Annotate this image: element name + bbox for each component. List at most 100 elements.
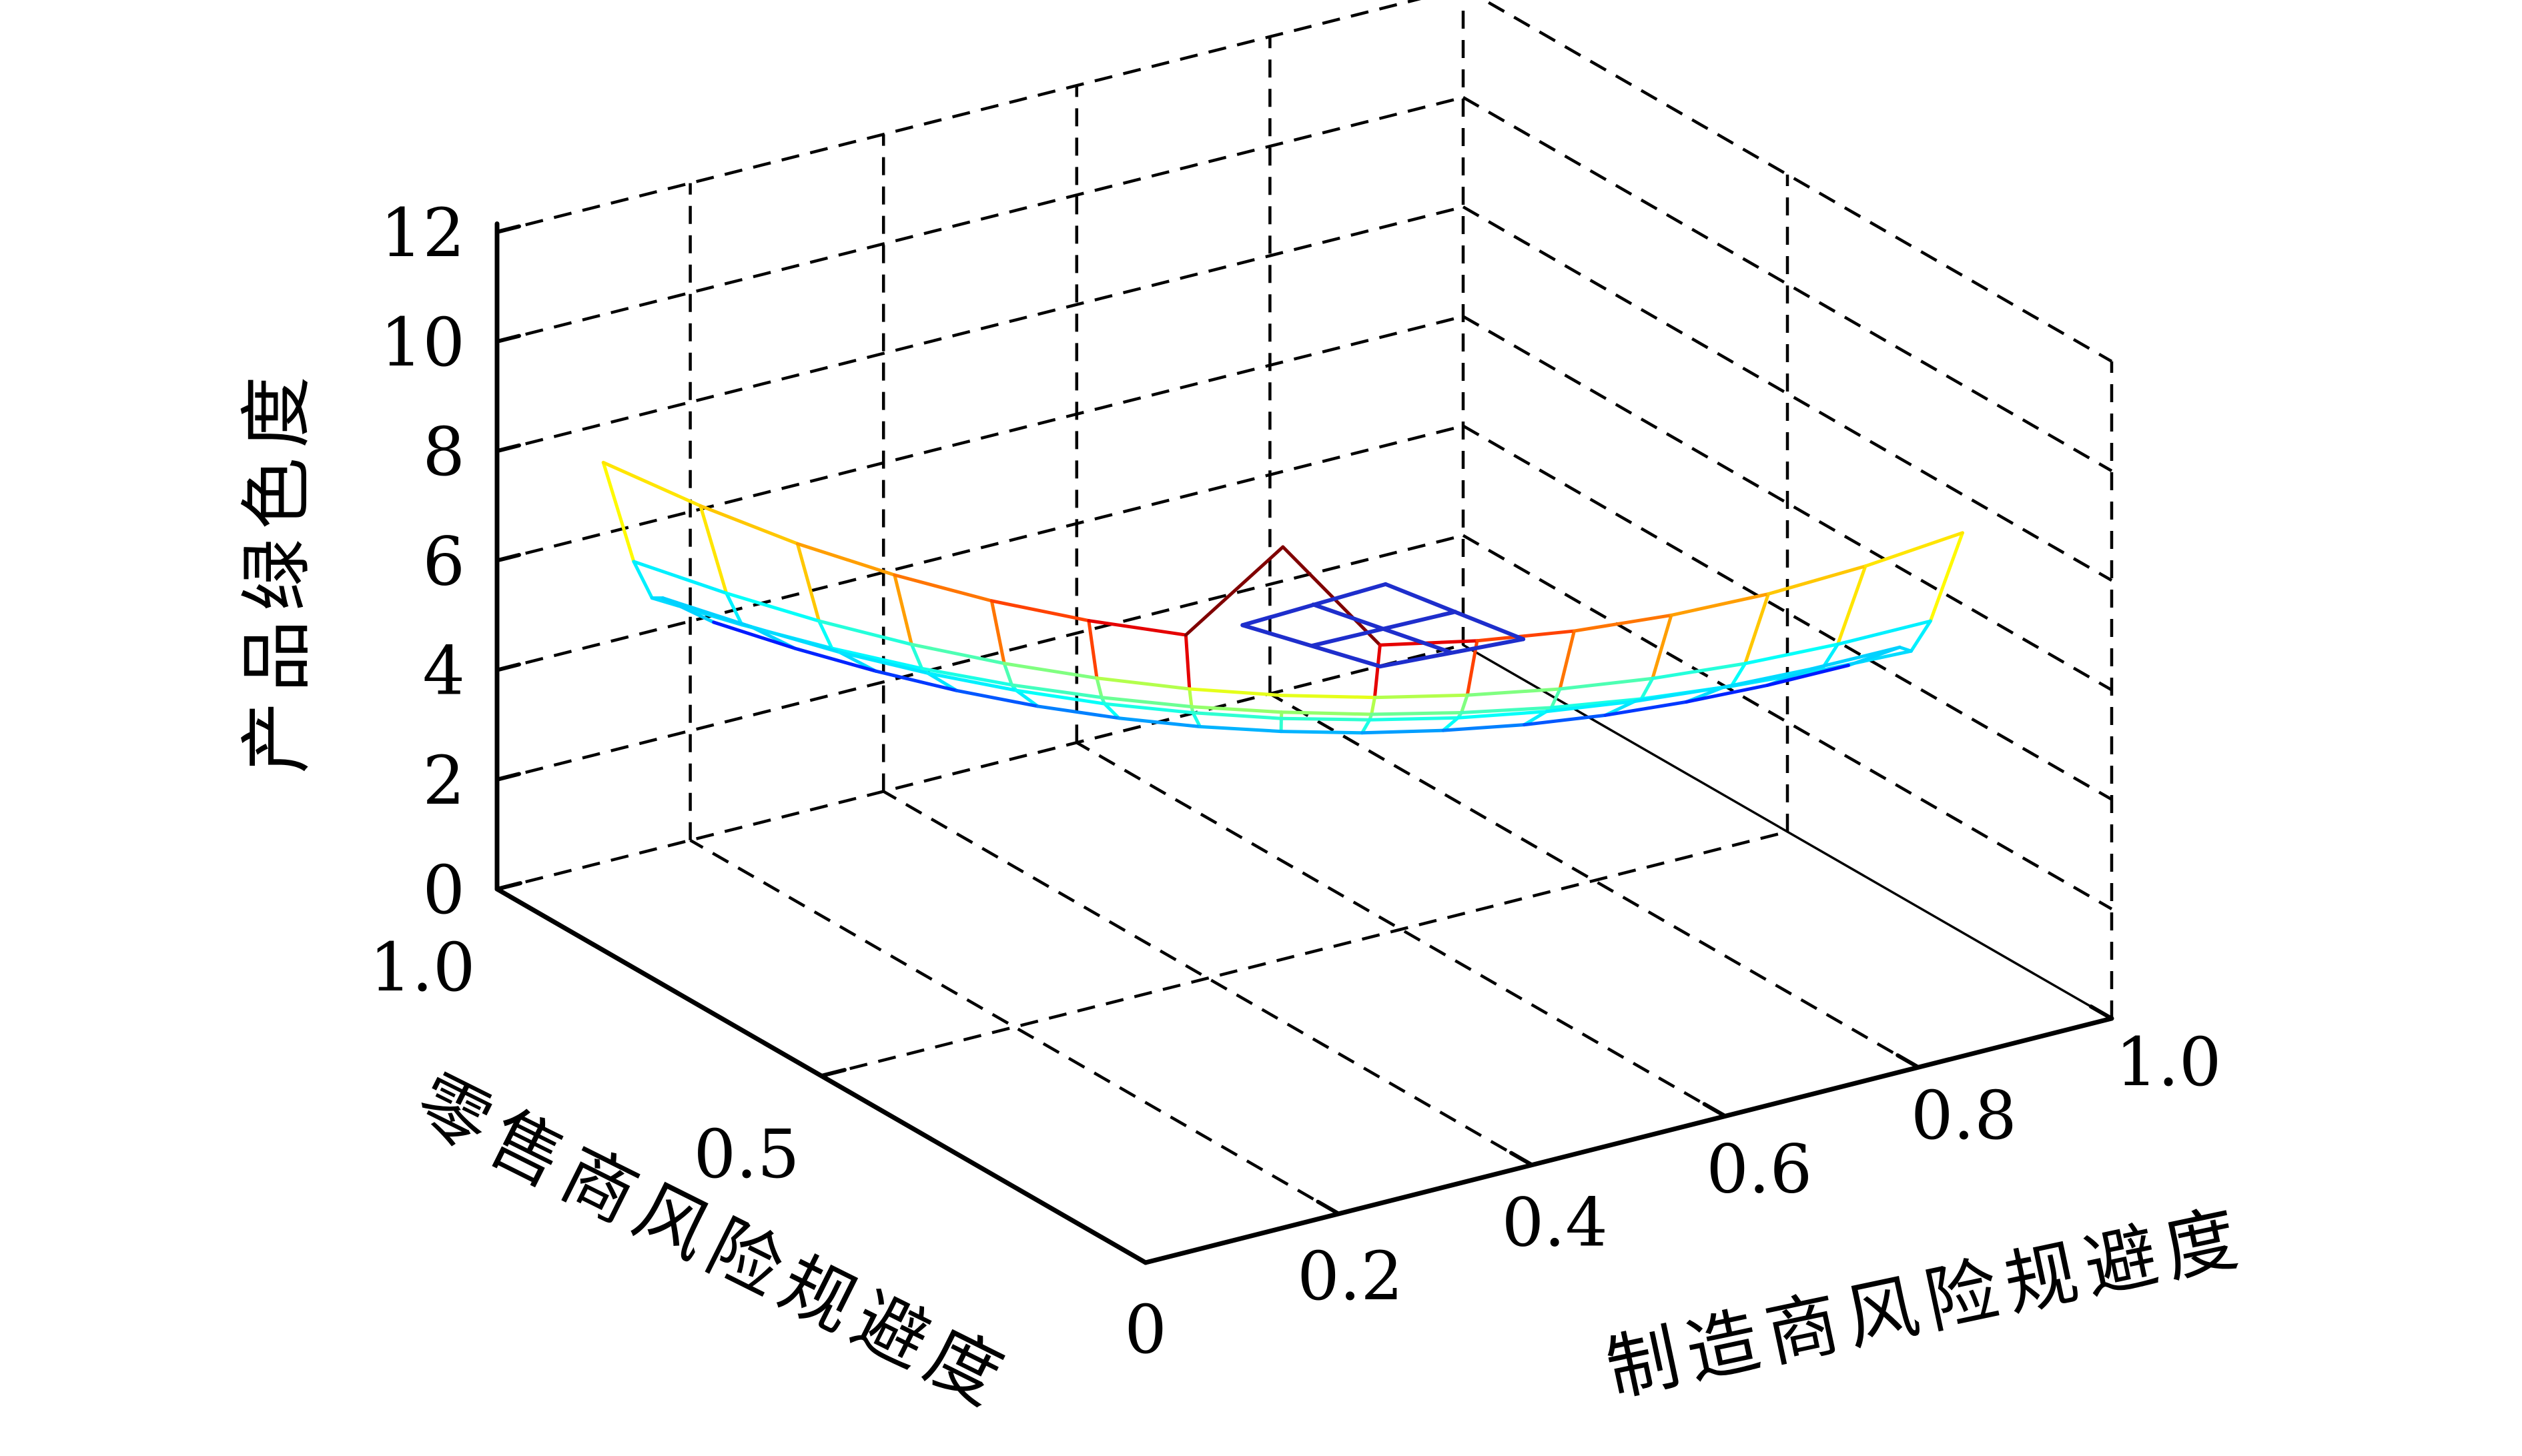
x-tick-mark xyxy=(1702,1102,1727,1119)
mesh-vertical xyxy=(989,599,1006,666)
mesh-row-segment xyxy=(1558,676,1655,691)
surface-mesh xyxy=(601,460,1964,735)
z-tick-label: 6 xyxy=(422,522,465,600)
y-tick-mark xyxy=(495,881,522,891)
mesh-row-segment xyxy=(1087,619,1188,637)
mesh-vertical xyxy=(1549,687,1562,710)
mesh-row-segment xyxy=(661,596,753,629)
z-tick-mark xyxy=(495,662,521,672)
x-tick-mark xyxy=(2088,1004,2114,1020)
mesh-row-segment xyxy=(1198,725,1283,734)
x-tick-label: 1.0 xyxy=(2115,1023,2221,1101)
z-tick-mark xyxy=(495,224,521,234)
mesh-row-segment xyxy=(1809,645,1902,671)
wall-grid-z-line xyxy=(496,315,1464,562)
y-tick-mark xyxy=(819,1068,847,1078)
x-tick-label: 0.6 xyxy=(1706,1130,1812,1208)
mesh-row-segment xyxy=(1095,676,1192,691)
floor-grid-x-line xyxy=(1076,741,1726,1118)
mesh-row-segment xyxy=(1475,629,1576,643)
mesh-vertical xyxy=(1459,693,1469,714)
mesh-row-segment xyxy=(817,619,913,646)
render-root: 0 2 4 6 8 10 12 0 0.2 0.4 0.6 0.8 1.0 0.5 1.0 xyxy=(369,0,2222,1369)
mesh-row-segment xyxy=(1188,687,1284,698)
mesh-vertical xyxy=(1370,696,1376,716)
z-tick-label: 10 xyxy=(380,303,465,382)
mesh-row-segment xyxy=(893,573,993,603)
mesh-vertical xyxy=(1441,716,1460,732)
mesh-row-segment xyxy=(1279,730,1364,735)
mesh-row-segment xyxy=(1014,688,1107,706)
mesh-row-segment xyxy=(1863,531,1964,568)
axes xyxy=(494,221,2114,1265)
mesh-row-segment xyxy=(1117,716,1202,729)
mesh-row-segment xyxy=(1721,667,1813,690)
mesh-vertical xyxy=(1191,711,1202,729)
mesh-vertical xyxy=(1729,662,1747,688)
mesh-vertical xyxy=(1095,676,1104,700)
x-tick-label: 0.8 xyxy=(1911,1076,2017,1155)
mesh-row-segment xyxy=(874,669,959,692)
mesh-row-segment xyxy=(1465,687,1562,697)
mesh-row-segment xyxy=(1368,716,1460,722)
box-grid-dashed xyxy=(496,0,2114,1215)
wall-grid-z-line xyxy=(1462,315,2113,692)
x-tick-label: 0.4 xyxy=(1502,1184,1608,1262)
z-tick-mark xyxy=(495,333,521,343)
z-tick-label: 0 xyxy=(422,851,465,929)
z-axis-title: 产品绿色度 xyxy=(236,367,319,774)
mesh-row-segment xyxy=(1184,545,1285,637)
mesh-vertical xyxy=(1909,619,1932,653)
floor-grid-x-line xyxy=(883,790,1533,1167)
mesh-row-segment xyxy=(1280,710,1374,716)
wall-grid-z-line xyxy=(1462,96,2113,472)
z-tick-mark xyxy=(495,772,521,782)
mesh-row-segment xyxy=(1441,723,1527,732)
x-tick-mark xyxy=(1316,1199,1341,1216)
mesh-row-segment xyxy=(699,504,799,546)
mesh-row-segment xyxy=(1743,642,1840,666)
y-tick-label: 0.5 xyxy=(693,1115,799,1193)
wall-grid-z-line xyxy=(496,424,1464,672)
mesh-row-segment xyxy=(1002,662,1099,680)
mesh-row-segment xyxy=(795,542,897,577)
mesh-vertical xyxy=(725,591,744,627)
mesh-vertical xyxy=(1928,531,1964,623)
z-tick-label: 4 xyxy=(422,632,465,710)
mesh-row-segment xyxy=(1459,706,1553,714)
mesh-row-segment xyxy=(725,591,821,623)
mesh-vertical xyxy=(699,504,729,595)
floor-grid-x-line xyxy=(1269,692,1920,1069)
mesh-row-segment xyxy=(712,620,797,650)
mesh-row-segment xyxy=(1766,564,1867,596)
wall-grid-z-line xyxy=(1462,534,2113,910)
mesh-vertical xyxy=(1087,619,1099,680)
mesh-vertical xyxy=(1558,629,1576,691)
x-tick-mark xyxy=(1509,1151,1535,1167)
mesh-row-segment xyxy=(1456,710,1549,720)
z-tick-label: 2 xyxy=(422,742,465,820)
x-tick-mark xyxy=(1896,1053,1921,1070)
mesh-row-segment xyxy=(837,650,930,675)
mesh-vertical xyxy=(1372,643,1382,700)
mesh-row-segment xyxy=(1669,592,1770,617)
mesh-row-segment xyxy=(1190,705,1284,714)
mesh-row-segment xyxy=(1191,711,1283,720)
wall-grid-z-line xyxy=(496,0,1422,233)
mesh-row-segment xyxy=(955,688,1040,708)
mesh-vertical xyxy=(1184,633,1192,691)
x-tick-label: 0.2 xyxy=(1297,1237,1403,1315)
mesh-vertical xyxy=(601,460,636,564)
mesh-row-segment xyxy=(1372,693,1469,700)
x-tick-label: 0 xyxy=(1124,1291,1167,1369)
mesh-vertical xyxy=(926,671,959,692)
mesh-row-segment xyxy=(1009,683,1104,700)
mesh-row-segment xyxy=(1765,664,1851,687)
mesh-vertical xyxy=(909,642,924,670)
floor-grid-x-line xyxy=(689,838,1340,1215)
tick-labels: 0 2 4 6 8 10 12 0 0.2 0.4 0.6 0.8 1.0 0.5 1.0 xyxy=(369,194,2221,1369)
z-tick-mark xyxy=(495,443,521,454)
mesh-row-segment xyxy=(909,642,1006,666)
